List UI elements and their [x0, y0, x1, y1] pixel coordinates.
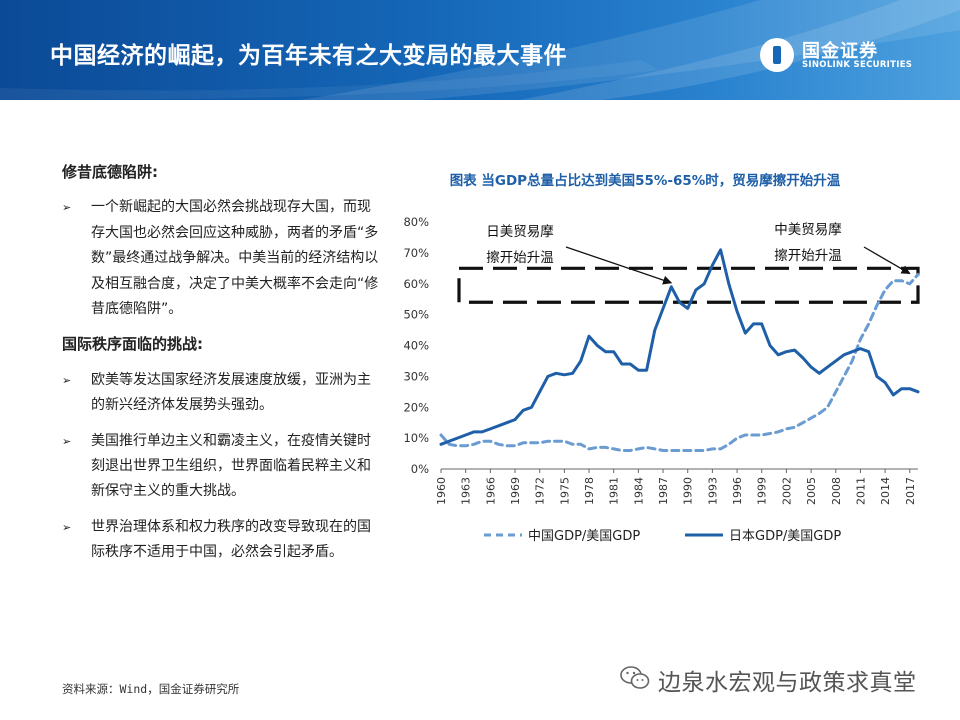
- annotation-label: 擦开始升温: [486, 249, 554, 266]
- bullet-item: ➢ 欧美等发达国家经济发展速度放缓，亚洲为主的新兴经济体发展势头强劲。: [62, 368, 384, 419]
- watermark-text: 边泉水宏观与政策求真堂: [658, 670, 917, 696]
- x-tick-label: 1981: [608, 477, 621, 505]
- series-line-china: [439, 273, 920, 452]
- bullet-text: 欧美等发达国家经济发展速度放缓，亚洲为主的新兴经济体发展势头强劲。: [91, 371, 371, 414]
- x-tick-label: 1972: [534, 477, 547, 505]
- bullet-item: ➢ 美国推行单边主义和霸凌主义，在疫情关键时刻退出世界卫生组织，世界面临着民粹主…: [62, 429, 384, 505]
- bullet-text: 世界治理体系和权力秩序的改变导致现在的国际秩序不适用于中国，必然会引起矛盾。: [91, 518, 371, 561]
- y-tick-label: 60%: [403, 277, 429, 291]
- legend-label: 中国GDP/美国GDP: [528, 529, 640, 544]
- x-tick-label: 2008: [830, 477, 843, 505]
- x-tick-label: 1978: [583, 477, 596, 505]
- wechat-icon: [620, 666, 650, 689]
- x-tick-label: 1966: [484, 477, 497, 505]
- bullet-text: 一个新崛起的大国必然会挑战现存大国，而现存大国也必然会回应这种威胁，两者的矛盾“…: [91, 199, 379, 318]
- annotation-arrow: [863, 246, 911, 275]
- x-tick-label: 2005: [805, 477, 818, 505]
- x-tick-label: 1990: [682, 477, 695, 505]
- x-tick-label: 2017: [904, 477, 917, 505]
- bullet-item: ➢ 世界治理体系和权力秩序的改变导致现在的国际秩序不适用于中国，必然会引起矛盾。: [62, 515, 384, 566]
- x-tick-label: 1993: [706, 477, 719, 505]
- chart-title: 图表 当GDP总量占比达到美国55%-65%时，贸易摩擦开始升温: [450, 172, 841, 189]
- series-line-japan: [439, 248, 920, 446]
- bullet-arrow-icon: ➢: [62, 434, 72, 448]
- section-title-order: 国际秩序面临的挑战:: [62, 335, 203, 354]
- highlight-band-box: [457, 266, 920, 304]
- y-tick-label: 50%: [403, 308, 429, 322]
- y-tick-label: 40%: [403, 339, 429, 353]
- y-tick-label: 20%: [403, 400, 429, 414]
- annotation-arrow: [565, 246, 673, 285]
- y-tick-label: 70%: [403, 246, 429, 260]
- logo-name-en: SINOLINK SECURITIES: [802, 60, 913, 70]
- x-tick-label: 1960: [435, 477, 448, 505]
- logo-icon: [760, 38, 794, 72]
- section-title-thucydides: 修昔底德陷阱:: [62, 163, 158, 181]
- x-tick-label: 1987: [657, 477, 670, 505]
- text-panel: 修昔底德陷阱: ➢ 一个新崛起的大国必然会挑战现存大国，而现存大国也必然会回应这…: [62, 160, 384, 576]
- logo-name-cn: 国金证券: [802, 41, 878, 62]
- x-tick-label: 2002: [780, 477, 793, 505]
- x-tick-label: 1975: [558, 477, 571, 505]
- y-tick-label: 10%: [403, 431, 429, 445]
- x-tick-label: 1963: [460, 477, 473, 505]
- watermark: 边泉水宏观与政策求真堂: [620, 662, 950, 696]
- y-tick-label: 0%: [411, 462, 429, 476]
- x-tick-label: 1969: [509, 477, 522, 505]
- bullet-item: ➢ 一个新崛起的大国必然会挑战现存大国，而现存大国也必然会回应这种威胁，两者的矛…: [62, 195, 384, 322]
- x-tick-label: 2011: [854, 477, 867, 505]
- x-tick-label: 2014: [879, 477, 892, 505]
- bullet-arrow-icon: ➢: [62, 520, 72, 534]
- annotation-label: 日美贸易摩: [486, 223, 554, 240]
- bullet-arrow-icon: ➢: [62, 373, 72, 387]
- source-note: 资料来源：Wind，国金证券研究所: [62, 682, 240, 696]
- header-banner: 中国经济的崛起，为百年未有之大变局的最大事件 国金证券 SINOLINK SEC…: [0, 0, 960, 100]
- x-tick-label: 1984: [632, 477, 645, 505]
- annotation-label: 中美贸易摩: [774, 221, 842, 238]
- slide-title: 中国经济的崛起，为百年未有之大变局的最大事件: [50, 43, 567, 69]
- y-tick-label: 80%: [403, 215, 429, 229]
- x-tick-label: 1996: [731, 477, 744, 505]
- annotation-label: 擦开始升温: [774, 247, 842, 264]
- company-logo: 国金证券 SINOLINK SECURITIES: [760, 38, 930, 78]
- bullet-arrow-icon: ➢: [62, 201, 72, 215]
- y-tick-label: 30%: [403, 369, 429, 383]
- legend-label: 日本GDP/美国GDP: [729, 529, 841, 544]
- bullet-text: 美国推行单边主义和霸凌主义，在疫情关键时刻退出世界卫生组织，世界面临着民粹主义和…: [91, 432, 371, 500]
- banner-decoration: [0, 0, 960, 100]
- x-tick-label: 1999: [756, 477, 769, 505]
